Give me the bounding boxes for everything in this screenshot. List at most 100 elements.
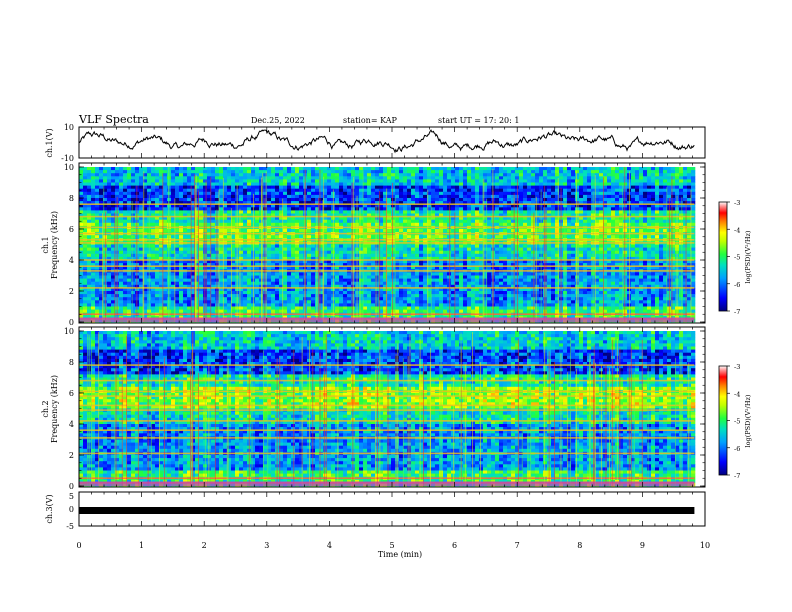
spectrogram-cell: [95, 173, 100, 177]
spectrogram-cell: [267, 260, 272, 264]
spectrogram-cell: [527, 253, 532, 258]
spectrogram-cell: [571, 244, 576, 248]
spectrogram-cell: [107, 213, 112, 217]
spectrogram-cell: [499, 173, 504, 177]
spectrogram-cell: [219, 229, 224, 233]
spectrogram-cell: [415, 191, 420, 196]
spectrogram-cell: [451, 247, 456, 251]
spectrogram-cell: [219, 176, 224, 180]
spectrogram-cell: [631, 194, 636, 199]
spectrogram-cell: [299, 182, 304, 186]
spectrogram-cell: [199, 188, 204, 193]
spectrogram-cell: [631, 188, 636, 193]
spectrogram-cell: [403, 260, 408, 264]
spectrogram-cell: [131, 260, 136, 264]
spectrogram-cell: [211, 182, 216, 186]
spectrogram-cell: [543, 194, 548, 199]
spectrogram-cell: [375, 219, 380, 224]
spectrogram-cell: [295, 207, 300, 211]
spectrogram-cell: [391, 260, 396, 264]
spectrogram-cell: [423, 235, 428, 239]
spectrogram-cell: [163, 207, 168, 211]
spectrogram-cell: [159, 194, 164, 199]
spectrogram-cell: [379, 222, 384, 227]
spectrogram-cell: [651, 253, 656, 258]
spectrogram-cell: [423, 176, 428, 180]
spectrogram-cell: [207, 188, 212, 193]
spectrogram-cell: [363, 229, 368, 233]
spectrogram-cell: [499, 167, 504, 171]
spectrogram-cell: [151, 250, 156, 255]
spectrogram-cell: [575, 213, 580, 217]
spectrogram-cell: [483, 256, 488, 261]
spectrogram-cell: [551, 260, 556, 264]
spectrogram-cell: [687, 204, 692, 208]
spectrogram-cell: [155, 179, 160, 183]
spectrogram-cell: [271, 167, 276, 171]
spectrogram-cell: [435, 260, 440, 264]
spectrogram-cell: [683, 229, 688, 233]
spectrogram-cell: [451, 256, 456, 261]
spectrogram-cell: [479, 167, 484, 171]
spectrogram-cell: [211, 263, 216, 267]
spectrogram-cell: [663, 176, 668, 180]
spectrogram-cell: [375, 216, 380, 220]
spectrogram-cell: [543, 256, 548, 261]
spectrogram-cell: [679, 213, 684, 217]
spectrogram-cell: [107, 247, 112, 251]
spectrogram-cell: [159, 235, 164, 239]
spectrogram-cell: [427, 213, 432, 217]
spectrogram-cell: [99, 229, 104, 233]
spectrogram-cell: [243, 167, 248, 171]
spectrogram-cell: [347, 263, 352, 267]
spectrogram-cell: [611, 198, 616, 202]
spectrogram-cell: [487, 250, 492, 255]
spectrogram-cell: [219, 213, 224, 217]
spectrogram-cell: [99, 179, 104, 183]
spectrogram-cell: [447, 170, 452, 174]
spectrogram-cell: [359, 176, 364, 180]
spectrogram-cell: [267, 170, 272, 174]
spectrogram-cell: [171, 167, 176, 171]
spectrogram-cell: [363, 204, 368, 208]
spectrogram-cell: [451, 188, 456, 193]
spectrogram-cell: [615, 179, 620, 183]
spectrogram-cell: [655, 191, 660, 196]
spectrogram-cell: [483, 244, 488, 248]
spectrogram-cell: [531, 210, 536, 214]
spectrogram-cell: [287, 216, 292, 220]
spectrogram-cell: [383, 191, 388, 196]
spectrogram-cell: [243, 188, 248, 193]
spectrogram-cell: [351, 188, 356, 193]
spectrogram-cell: [211, 219, 216, 224]
spectrogram-cell: [87, 179, 92, 183]
spectrogram-cell: [119, 229, 124, 233]
spectrogram-cell: [139, 198, 144, 202]
spectrogram-cell: [511, 263, 516, 267]
spectrogram-cell: [111, 194, 116, 199]
spectrogram-cell: [367, 219, 372, 224]
spectrogram-cell: [651, 182, 656, 186]
spectrogram-cell: [675, 191, 680, 196]
spectrogram-cell: [307, 179, 312, 183]
spectrogram-cell: [395, 247, 400, 251]
spectrogram-cell: [175, 170, 180, 174]
spectrogram-cell: [655, 207, 660, 211]
spectrogram-cell: [171, 263, 176, 267]
spectrogram-cell: [619, 188, 624, 193]
spectrogram-cell: [583, 170, 588, 174]
spectrogram-cell: [647, 256, 652, 261]
spectrogram-cell: [291, 173, 296, 177]
spectrogram-cell: [287, 170, 292, 174]
spectrogram-cell: [163, 204, 168, 208]
spectrogram-cell: [275, 260, 280, 264]
spectrogram-cell: [347, 188, 352, 193]
spectrogram-cell: [159, 216, 164, 220]
spectrogram-cell: [339, 204, 344, 208]
spectrogram-cell: [479, 210, 484, 214]
spectrogram-cell: [487, 210, 492, 214]
spectrogram-cell: [451, 253, 456, 258]
spectrogram-cell: [163, 260, 168, 264]
spectrogram-cell: [543, 235, 548, 239]
spectrogram-cell: [403, 210, 408, 214]
